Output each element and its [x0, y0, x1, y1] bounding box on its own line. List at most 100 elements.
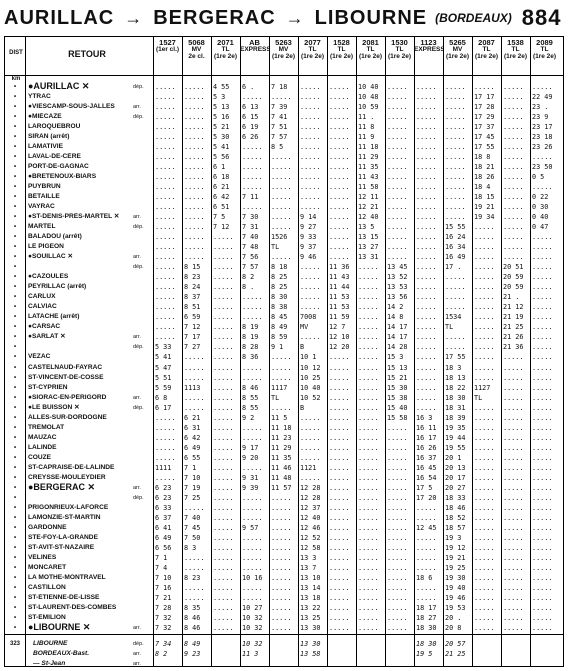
- time-cell: 8 30: [271, 293, 288, 302]
- station-arr-dep: dép.: [133, 264, 144, 271]
- time-cell: 6 59: [184, 313, 201, 322]
- dist-dot: •: [13, 404, 17, 411]
- time-cell: 6 15: [242, 113, 259, 122]
- train-header: 1530 TL (1re 2e): [385, 39, 414, 60]
- time-cell: .....: [271, 223, 292, 232]
- time-cell: .....: [445, 333, 466, 342]
- time-cell: .....: [184, 403, 205, 412]
- time-cell: 7 50: [184, 533, 201, 542]
- station-arr-dep: dép.: [133, 84, 144, 90]
- time-cell: .....: [474, 513, 495, 522]
- station-name: CASTELNAUD-FAYRAC: [28, 363, 103, 371]
- time-cell: 14 17: [387, 333, 408, 342]
- time-cell: 10 40: [300, 383, 321, 392]
- timetable-title: AURILLAC → BERGERAC → LIBOURNE (BORDEAUX…: [4, 3, 564, 33]
- time-cell: .....: [184, 213, 205, 222]
- time-cell: .....: [387, 103, 408, 112]
- station-name: LAVAL-DE-CÈRE: [28, 153, 81, 161]
- time-cell: .....: [532, 573, 553, 582]
- time-cell: .....: [184, 393, 205, 402]
- time-cell: .....: [155, 243, 176, 252]
- time-cell: .....: [416, 303, 437, 312]
- time-cell: .....: [387, 483, 408, 492]
- time-cell: .....: [329, 123, 350, 132]
- time-cell: .....: [387, 543, 408, 552]
- time-cell: 17 55: [445, 353, 466, 362]
- time-cell: .....: [213, 433, 234, 442]
- time-cell: .....: [184, 253, 205, 262]
- time-cell: .....: [213, 533, 234, 542]
- time-cell: B: [300, 343, 305, 352]
- station-arr-dep: dép.: [133, 404, 144, 411]
- dist-dot: •: [13, 284, 17, 291]
- dist-dot: •: [13, 514, 17, 521]
- train-header: 2087 TL (1re 2e): [472, 39, 501, 60]
- time-cell: 0 40: [532, 213, 549, 222]
- dist-dot: •: [13, 374, 17, 381]
- time-cell: .....: [329, 563, 350, 572]
- time-cell: 13 7: [300, 563, 317, 572]
- time-cell: 13 22: [300, 603, 321, 612]
- time-cell: 6 49: [184, 443, 201, 452]
- time-cell: .....: [271, 523, 292, 532]
- time-cell: .....: [155, 183, 176, 192]
- time-cell: 0 22: [532, 193, 549, 202]
- train-number: 5265: [449, 39, 466, 47]
- time-cell: 5 30: [213, 133, 230, 142]
- time-cell: .....: [358, 393, 379, 402]
- dist-dot: •: [13, 554, 17, 561]
- time-cell: 1121: [300, 463, 317, 472]
- time-cell: .....: [503, 563, 524, 572]
- time-cell: .....: [300, 103, 321, 112]
- station-name: ●ST-DENIS-PRÈS-MARTEL ✕: [28, 213, 120, 221]
- train-header: 1123 EXPRESS: [414, 39, 443, 53]
- time-cell: .....: [213, 393, 234, 402]
- time-cell: 5 3: [213, 93, 226, 102]
- time-cell: 19 55: [445, 443, 466, 452]
- time-cell: .....: [184, 193, 205, 202]
- dist-dot: •: [13, 244, 17, 251]
- dist-dot: •: [13, 474, 17, 481]
- time-cell: 10 16: [242, 573, 263, 582]
- train-number: 2081: [362, 39, 379, 47]
- time-cell: .....: [532, 153, 553, 162]
- time-cell: 0 5: [532, 173, 545, 182]
- train-header: 2071 TL (1re 2e): [211, 39, 240, 60]
- time-cell: .....: [358, 563, 379, 572]
- time-cell: 11 44: [329, 283, 350, 292]
- time-cell: .....: [416, 193, 437, 202]
- time-cell: .....: [358, 413, 379, 422]
- dist-dot: •: [13, 84, 17, 90]
- time-cell: .....: [213, 333, 234, 342]
- time-cell: 6 41: [155, 523, 172, 532]
- time-cell: 8 24: [184, 283, 201, 292]
- time-cell: .....: [329, 553, 350, 562]
- dist-dot: •: [13, 504, 17, 511]
- time-cell: .....: [503, 103, 524, 112]
- time-cell: .....: [329, 513, 350, 522]
- time-cell: 8 23: [184, 273, 201, 282]
- train-class: (1re 2e): [213, 53, 238, 60]
- time-cell: 9 17: [242, 443, 259, 452]
- time-cell: .....: [503, 403, 524, 412]
- dist-dot: •: [13, 464, 17, 471]
- time-cell: 9 37: [300, 243, 317, 252]
- station-name: MONCARET: [28, 563, 67, 571]
- time-cell: .....: [416, 153, 437, 162]
- time-cell: .....: [503, 583, 524, 592]
- time-cell: .....: [155, 213, 176, 222]
- time-cell: .....: [387, 173, 408, 182]
- time-cell: .....: [387, 443, 408, 452]
- dist-dot: •: [13, 304, 17, 311]
- train-class: (1er cl.): [155, 46, 180, 53]
- time-cell: .....: [242, 163, 263, 172]
- time-cell: 10 32: [242, 613, 263, 622]
- station-name: ST-AVIT-ST-NAZAIRE: [28, 543, 95, 551]
- time-cell: .....: [213, 413, 234, 422]
- time-cell: .....: [271, 563, 292, 572]
- time-cell: .....: [213, 363, 234, 372]
- time-cell: .....: [155, 173, 176, 182]
- footer-time-cell: 10 32: [242, 640, 263, 648]
- time-cell: .....: [532, 303, 553, 312]
- time-cell: .....: [155, 273, 176, 282]
